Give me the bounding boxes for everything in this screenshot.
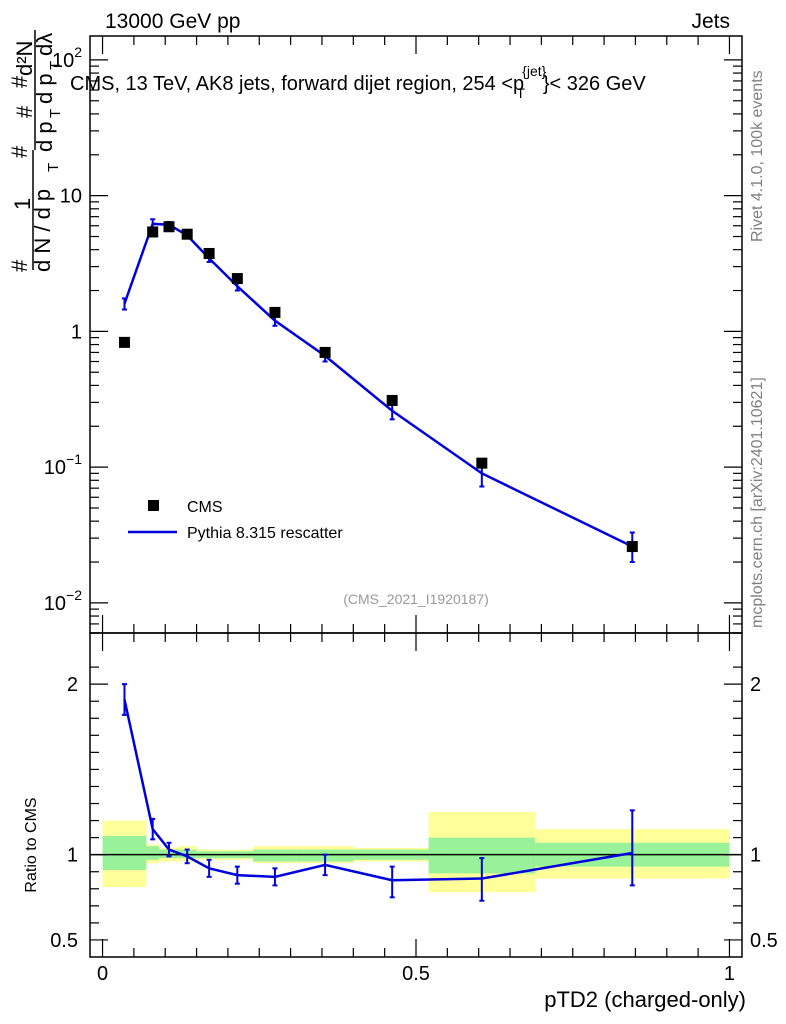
- legend-marker-cms: [148, 500, 159, 511]
- svg-text:#: #: [7, 145, 32, 158]
- analysis-id: (CMS_2021_I1920187): [343, 591, 489, 607]
- cms-data-point: [269, 306, 281, 318]
- legend-label-cms: CMS: [187, 499, 223, 516]
- main-panel: [118, 218, 638, 564]
- svg-text:T: T: [47, 109, 64, 118]
- svg-text:#: #: [12, 105, 37, 118]
- cms-data-point: [386, 394, 398, 406]
- ratio-frame: [89, 632, 743, 958]
- cms-data-point: [626, 541, 638, 553]
- cms-data-point: [476, 457, 488, 469]
- y-tick-label-ratio: 1: [67, 845, 78, 867]
- legend: CMS Pythia 8.315 rescatter: [128, 499, 343, 542]
- energy-label: 13000 GeV pp: [105, 10, 240, 33]
- svg-text:T: T: [47, 61, 64, 70]
- y-tick-label-ratio-right: 0.5: [750, 930, 778, 952]
- band-inner-1: [146, 846, 159, 860]
- svg-text:T: T: [45, 163, 62, 172]
- category-label: Jets: [691, 10, 730, 33]
- svg-text:#: #: [7, 259, 32, 272]
- mcplots-label: mcplots.cern.ch [arXiv:2401.10621]: [749, 377, 766, 628]
- y-tick-label-main: 1: [71, 321, 82, 343]
- plot-title: CMS, 13 TeV, AK8 jets, forward dijet reg…: [70, 63, 646, 101]
- svg-text:d p: d p: [32, 121, 57, 152]
- cms-data-point: [147, 226, 159, 238]
- main-frame: [89, 35, 743, 634]
- cms-data-point: [231, 273, 243, 285]
- x-tick-label: 1: [724, 963, 735, 985]
- y-tick-label-ratio-right: 2: [750, 674, 761, 696]
- y-tick-label-main: 102: [52, 44, 82, 72]
- rivet-label: Rivet 4.1.0, 100k events: [749, 70, 766, 242]
- y-tick-label-main: 10−1: [44, 451, 82, 479]
- ratio-panel: [90, 683, 742, 902]
- cms-data-point: [203, 247, 215, 259]
- svg-text:#: #: [7, 75, 32, 88]
- cms-data-point: [181, 228, 193, 240]
- y-axis-label-main: # 1 d N / d p T # # d p T # d²N d p T dλ: [7, 30, 64, 272]
- y-tick-label-main: 10: [60, 186, 82, 208]
- y-tick-label-ratio: 2: [67, 674, 78, 696]
- svg-text:d N / d p: d N / d p: [30, 189, 55, 272]
- x-tick-label: 0: [97, 963, 108, 985]
- cms-data-point: [319, 346, 331, 358]
- band-inner-0: [102, 835, 147, 871]
- svg-text:d p: d p: [32, 73, 57, 104]
- legend-label-mc: Pythia 8.315 rescatter: [187, 525, 343, 542]
- svg-text:1: 1: [10, 198, 35, 210]
- cms-data-point: [163, 221, 175, 233]
- svg-text:d²N: d²N: [12, 41, 37, 76]
- svg-text:dλ: dλ: [32, 33, 57, 56]
- x-axis-label: pTD2 (charged-only): [544, 987, 746, 1012]
- axes-frames: 102 10 1 10−1 10−2 2 2 1 1 0.5 0.5 0 0.5 1: [44, 35, 778, 985]
- y-tick-label-ratio: 0.5: [50, 930, 78, 952]
- band-inner-6: [253, 849, 297, 862]
- cms-data-point: [118, 336, 130, 348]
- y-axis-label-ratio: Ratio to CMS: [23, 797, 40, 892]
- y-tick-label-ratio-right: 1: [750, 845, 761, 867]
- y-tick-label-main: 10−2: [44, 587, 82, 615]
- x-tick-label: 0.5: [402, 963, 430, 985]
